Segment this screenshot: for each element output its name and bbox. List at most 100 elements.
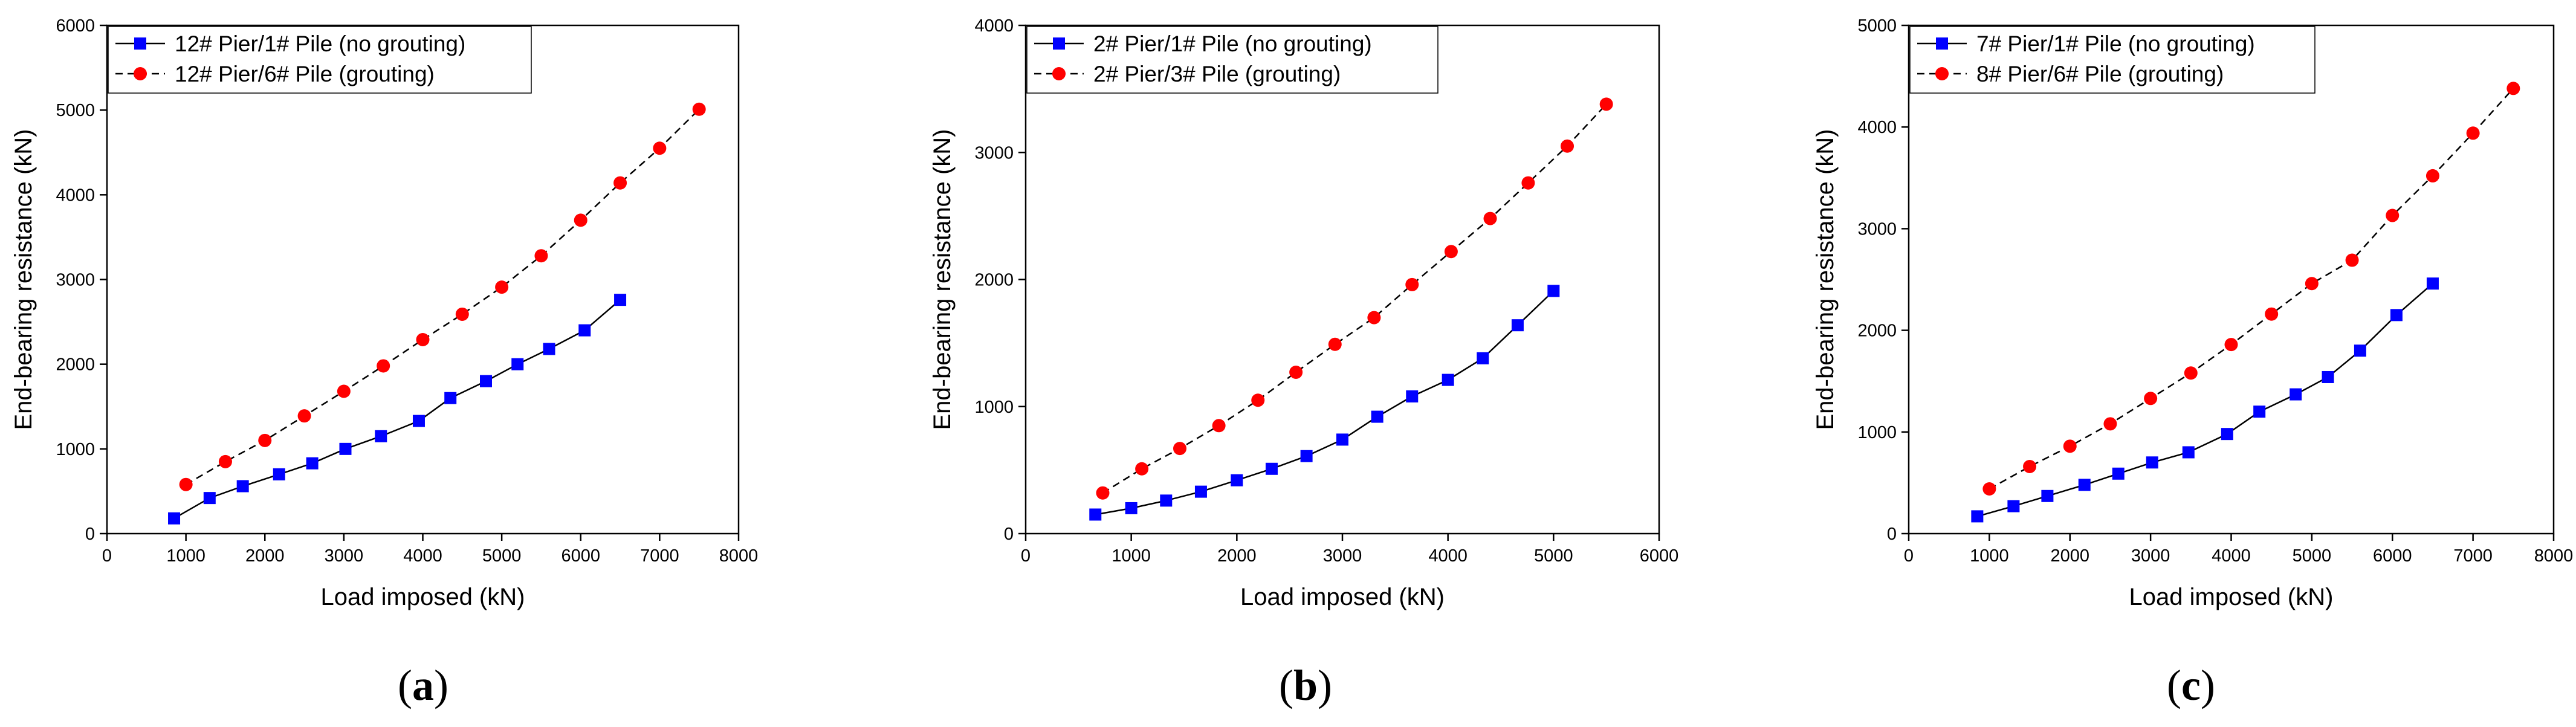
x-tick-label: 1000 [166,546,205,566]
data-point [236,480,249,493]
legend-label: 7# Pier/1# Pile (no grouting) [1976,31,2255,56]
x-tick-label: 2000 [1217,546,1257,566]
legend-marker [134,67,147,80]
y-axis-title: End-bearing resistance (kN) [929,129,956,430]
y-tick-label: 2000 [974,271,1014,290]
data-point [1212,419,1226,433]
data-point [1406,390,1419,402]
data-point [1442,373,1454,386]
y-tick-label: 3000 [56,271,95,290]
legend-label: 12# Pier/1# Pile (no grouting) [175,31,465,56]
data-point [2305,277,2319,291]
caption-open: ( [398,661,412,709]
y-tick-label: 0 [85,525,95,544]
x-axis-title: Load imposed (kN) [321,584,525,610]
data-point [495,280,509,294]
data-point [543,343,555,355]
series-line [1989,88,2514,490]
data-point [2506,82,2520,95]
data-point [2184,366,2198,380]
series-line [185,108,700,485]
legend-marker [1936,37,1948,50]
data-point [2322,370,2334,383]
y-tick-label: 4000 [56,186,95,205]
series-line [1977,283,2433,517]
data-point [2078,479,2091,491]
caption-open: ( [2167,661,2181,709]
x-tick-label: 2000 [2050,546,2089,566]
data-point [168,512,181,525]
data-point [1444,245,1458,259]
x-tick-label: 3000 [1323,546,1362,566]
y-tick-label: 0 [1887,525,1897,544]
x-tick-label: 6000 [2373,546,2412,566]
data-point [653,141,667,155]
x-tick-label: 4000 [403,546,442,566]
y-axis-title: End-bearing resistance (kN) [10,129,37,430]
data-point [2265,307,2279,321]
data-point [2224,338,2238,352]
x-tick-label: 5000 [482,546,522,566]
legend-box [1026,26,1438,94]
x-axis-title: Load imposed (kN) [1240,584,1445,610]
x-tick-label: 0 [1904,546,1914,566]
data-point [1300,450,1313,462]
data-point [2146,456,2158,469]
caption-close: ) [2201,661,2215,709]
data-point [1265,462,1278,475]
data-point [1561,139,1574,153]
data-point [1511,319,1524,332]
data-point [2426,169,2439,183]
data-point [2253,406,2266,418]
y-tick-label: 4000 [1857,118,1897,137]
legend-marker [134,37,146,50]
y-tick-label: 2000 [56,355,95,375]
data-point [2041,490,2054,502]
series-no-grouting [168,294,627,525]
y-tick-label: 3000 [1857,219,1897,239]
y-tick-label: 1000 [974,398,1014,417]
data-point [2345,253,2359,267]
data-point [1173,442,1187,456]
data-point [455,307,469,321]
legend-marker [1052,67,1066,80]
data-point [444,392,457,404]
y-tick-label: 4000 [974,16,1014,36]
data-point [1367,311,1381,325]
data-point [1160,494,1173,507]
legend-box [1909,26,2315,94]
data-point [511,358,524,370]
x-tick-label: 6000 [561,546,600,566]
data-point [1336,433,1348,446]
caption-letter: c [2181,661,2201,709]
legend: 12# Pier/1# Pile (no grouting) 12# Pier/6… [108,26,532,94]
y-tick-label: 5000 [1857,16,1897,36]
x-tick-label: 5000 [2293,546,2332,566]
caption-letter: a [412,661,434,709]
data-point [1328,337,1342,351]
data-point [534,249,548,263]
data-point [1089,508,1102,521]
series-no-grouting [1089,285,1560,521]
y-tick-label: 1000 [1857,423,1897,442]
data-point [1599,97,1613,111]
legend-label: 2# Pier/1# Pile (no grouting) [1093,31,1372,56]
x-tick-label: 2000 [245,546,285,566]
legend: 2# Pier/1# Pile (no grouting) 2# Pier/3# … [1026,26,1438,94]
data-point [1477,352,1489,364]
caption-letter: b [1293,661,1318,709]
data-point [375,430,387,442]
x-tick-label: 7000 [640,546,679,566]
data-point [2426,277,2439,290]
data-point [692,102,706,116]
data-point [2007,500,2020,512]
data-point [2182,446,2195,459]
y-tick-label: 5000 [56,101,95,120]
x-tick-label: 4000 [1428,546,1468,566]
data-point [2103,417,2117,431]
plot-frame [106,24,740,535]
data-point [306,457,319,470]
data-point [258,433,272,447]
y-axis-title: End-bearing resistance (kN) [1812,129,1839,430]
